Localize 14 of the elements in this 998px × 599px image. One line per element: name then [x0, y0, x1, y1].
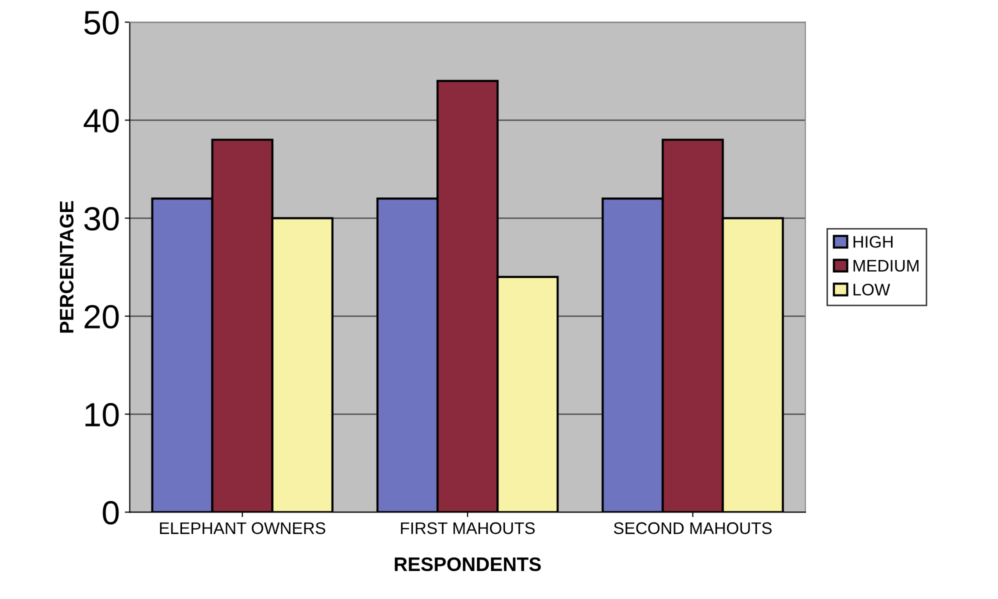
legend-label: MEDIUM — [854, 260, 918, 272]
x-axis-title: RESPONDENTS — [394, 557, 541, 572]
x-tick-label: SECOND MAHOUTS — [614, 522, 772, 534]
x-tick-label: ELEPHANT OWNERS — [160, 522, 326, 534]
y-tick-label: 10 — [85, 402, 119, 427]
y-axis-title: PERCENTAGE — [60, 201, 74, 333]
x-tick-label: FIRST MAHOUTS — [401, 522, 535, 534]
legend-label: LOW — [854, 284, 890, 296]
y-tick-label: 50 — [84, 10, 119, 35]
y-tick-label: 0 — [102, 500, 119, 525]
legend-label: HIGH — [854, 236, 893, 248]
y-tick-label: 40 — [84, 108, 119, 133]
y-tick-label: 30 — [84, 206, 119, 231]
y-tick-label: 20 — [84, 304, 119, 329]
